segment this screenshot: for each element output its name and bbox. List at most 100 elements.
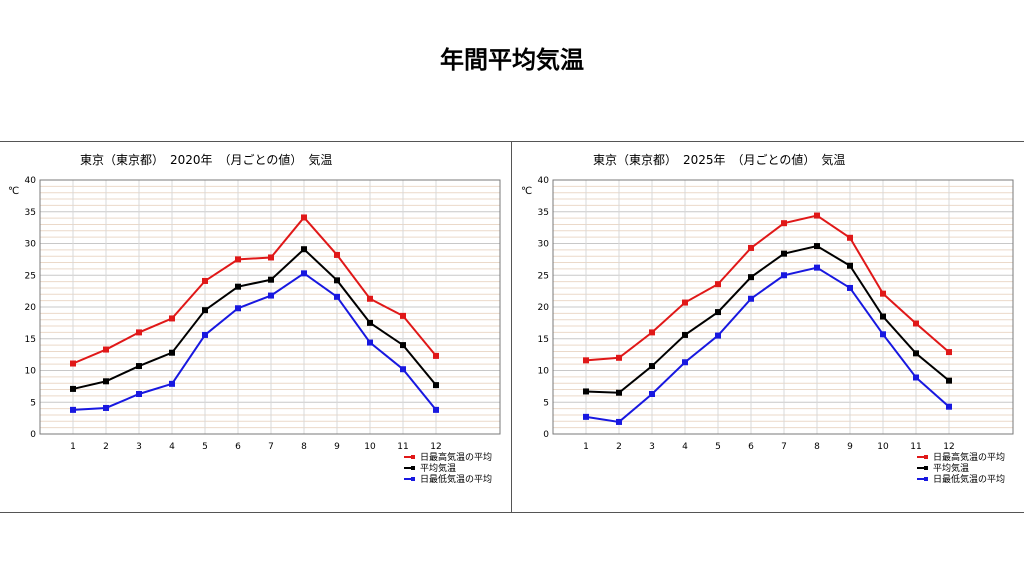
legend-label: 日最高気温の平均: [420, 451, 492, 463]
x-tick-label: 5: [202, 442, 208, 452]
data-point: [235, 256, 241, 263]
x-tick-label: 11: [910, 442, 921, 452]
x-tick-label: 3: [649, 442, 655, 452]
data-point: [781, 272, 787, 279]
data-point: [169, 315, 175, 322]
data-point: [103, 378, 109, 385]
legend-label: 日最低気温の平均: [933, 473, 1005, 485]
data-point: [367, 319, 373, 326]
x-tick-label: 2: [103, 442, 109, 452]
data-point: [880, 290, 886, 297]
data-point: [583, 388, 589, 395]
series-line: [72, 247, 437, 390]
data-point: [169, 380, 175, 387]
data-point: [202, 307, 208, 314]
y-unit-label: ℃: [521, 186, 532, 197]
legend-swatch-marker: [924, 466, 928, 470]
data-point: [748, 244, 754, 251]
x-tick-label: 3: [136, 442, 142, 452]
data-point: [433, 382, 439, 389]
legend-swatch-marker: [924, 455, 928, 459]
data-point: [301, 270, 307, 277]
data-point: [682, 359, 688, 366]
legend-swatch-marker: [411, 477, 415, 481]
data-point: [847, 234, 853, 241]
data-point: [400, 312, 406, 319]
x-tick-label: 6: [235, 442, 241, 452]
x-tick-label: 1: [70, 442, 76, 452]
chart-title: 東京（東京都） 2025年 （月ごとの値） 気温: [593, 152, 845, 167]
y-tick-label: 20: [538, 303, 550, 313]
y-tick-label: 35: [538, 208, 549, 218]
data-point: [715, 281, 721, 288]
data-point: [103, 404, 109, 411]
plot-frame: [552, 179, 1014, 435]
legend-label: 日最低気温の平均: [420, 473, 492, 485]
x-tick-label: 7: [781, 442, 787, 452]
legend-swatch-marker: [924, 477, 928, 481]
chart-panel-2020: 東京（東京都） 2020年 （月ごとの値） 気温 ℃ 0 5 10 15 20 25 30 35 4…: [0, 142, 511, 512]
legend-swatch-marker: [411, 455, 415, 459]
y-tick-label: 40: [538, 176, 550, 186]
data-point: [136, 363, 142, 370]
data-point: [70, 385, 76, 392]
x-tick-label: 10: [877, 442, 889, 452]
x-tick-label: 6: [748, 442, 754, 452]
data-point: [847, 262, 853, 269]
page-title: 年間平均気温: [440, 46, 584, 74]
x-tick-label: 11: [397, 442, 408, 452]
x-tick-label: 1: [583, 442, 589, 452]
y-tick-label: 40: [25, 176, 37, 186]
series-line: [585, 214, 950, 362]
data-point: [616, 418, 622, 425]
x-tick-label: 8: [814, 442, 820, 452]
data-point: [814, 264, 820, 271]
data-point: [136, 329, 142, 336]
y-tick-label: 0: [30, 430, 36, 440]
data-point: [433, 406, 439, 413]
y-tick-label: 5: [30, 398, 36, 408]
data-point: [334, 277, 340, 284]
series-line: [72, 215, 437, 365]
data-point: [70, 406, 76, 413]
data-point: [616, 389, 622, 396]
data-point: [400, 366, 406, 373]
data-point: [814, 243, 820, 250]
data-point: [715, 309, 721, 316]
data-point: [334, 293, 340, 300]
data-point: [103, 346, 109, 353]
data-point: [202, 277, 208, 284]
y-tick-label: 5: [543, 398, 549, 408]
temperature-chart-2025: 東京（東京都） 2025年 （月ごとの値） 気温℃051015202530354…: [521, 152, 1014, 485]
legend-label: 日最高気温の平均: [933, 451, 1005, 463]
y-tick-label: 20: [25, 303, 37, 313]
x-tick-label: 7: [268, 442, 274, 452]
data-point: [268, 276, 274, 283]
series-line: [585, 266, 950, 423]
data-point: [781, 220, 787, 227]
temperature-chart-2020: 東京（東京都） 2020年 （月ごとの値） 気温℃051015202530354…: [8, 152, 501, 485]
data-point: [235, 283, 241, 290]
y-tick-label: 30: [25, 240, 37, 250]
data-point: [334, 251, 340, 258]
data-point: [946, 403, 952, 410]
data-point: [367, 295, 373, 302]
legend-swatch-marker: [411, 466, 415, 470]
data-point: [913, 350, 919, 357]
data-point: [649, 363, 655, 370]
x-tick-label: 9: [847, 442, 853, 452]
data-point: [781, 250, 787, 257]
data-point: [367, 339, 373, 346]
data-point: [583, 413, 589, 420]
data-point: [814, 212, 820, 219]
series-line: [585, 244, 950, 394]
data-point: [748, 295, 754, 302]
bottom-divider: [0, 512, 1024, 513]
series-line: [72, 272, 437, 411]
y-tick-label: 35: [25, 208, 36, 218]
y-unit-label: ℃: [8, 186, 19, 197]
data-point: [913, 374, 919, 381]
data-point: [715, 332, 721, 339]
y-tick-label: 0: [543, 430, 549, 440]
data-point: [649, 390, 655, 397]
